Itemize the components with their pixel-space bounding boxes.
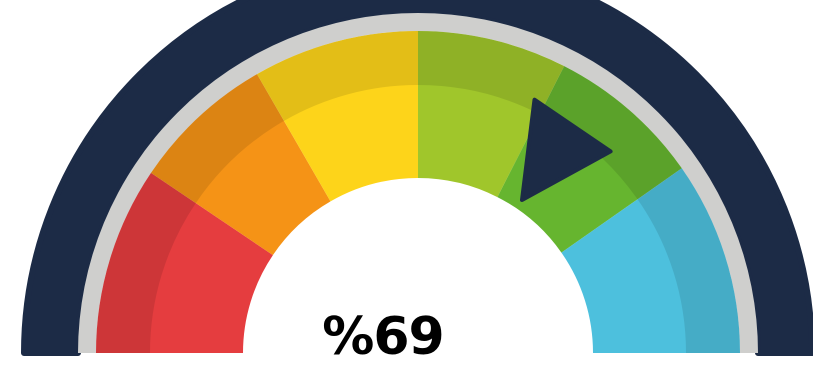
gauge-segment-shade-blue [637, 168, 740, 353]
gauge-segment-lime [418, 31, 565, 198]
gauge-pointer-icon [520, 97, 613, 202]
gauge-segment-red [95, 172, 273, 353]
gauge-segment-shade-lime [418, 31, 565, 115]
gauge-segment-shade-orange [151, 74, 284, 204]
gauge-segment-orange [151, 74, 331, 256]
gauge-value-label: %69 [322, 307, 444, 367]
gauge-segment-blue [561, 168, 740, 353]
gauge-segment-shade-green [539, 66, 682, 200]
gauge-segment-shade-red [95, 172, 196, 353]
gauge-segment-shading [95, 30, 740, 353]
gauge-segment-shade-yellow [257, 30, 418, 121]
gauge-segment-yellow [257, 30, 418, 202]
